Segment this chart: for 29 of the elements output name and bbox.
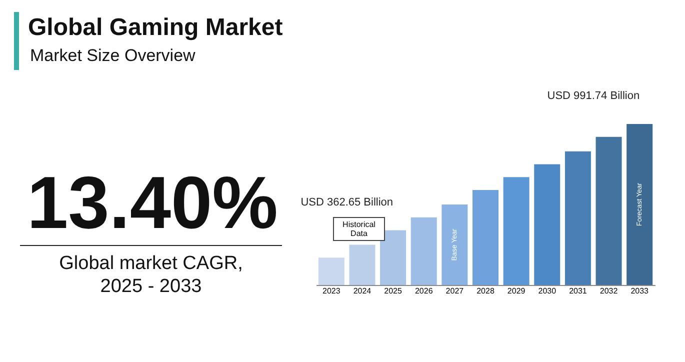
annotation: Historical Data xyxy=(333,217,385,241)
bar xyxy=(349,244,376,285)
bar xyxy=(503,177,530,285)
bar xyxy=(410,217,437,285)
x-tick-label: 2027 xyxy=(446,286,464,296)
text: Global market CAGR, 2025 - 2033 xyxy=(58,252,244,298)
text: Market Size Overview xyxy=(30,46,196,66)
bar xyxy=(472,190,498,285)
x-tick-label: 2023 xyxy=(322,286,341,296)
bar xyxy=(534,164,560,285)
x-tick-label: 2024 xyxy=(353,286,372,296)
x-tick-label: 2025 xyxy=(384,286,402,296)
bar xyxy=(380,230,406,285)
x-tick-label: 2033 xyxy=(630,286,650,296)
bar xyxy=(564,151,591,285)
chart-title: Global Gaming Market xyxy=(28,14,283,42)
x-tick-label: 2029 xyxy=(507,286,526,296)
text: 13.40% xyxy=(26,160,279,245)
bar xyxy=(318,258,344,285)
annotation: USD 991.74 Billion xyxy=(547,90,640,102)
x-tick-label: 2032 xyxy=(600,286,618,296)
x-tick-label: 2028 xyxy=(476,286,495,296)
annotation: USD 362.65 Billion xyxy=(300,196,394,208)
bar xyxy=(626,124,653,285)
x-tick-label: 2031 xyxy=(569,286,588,296)
x-tick-label: 2026 xyxy=(414,286,434,296)
bar xyxy=(596,136,622,285)
bar xyxy=(442,204,468,285)
x-tick-label: 2030 xyxy=(538,286,557,296)
